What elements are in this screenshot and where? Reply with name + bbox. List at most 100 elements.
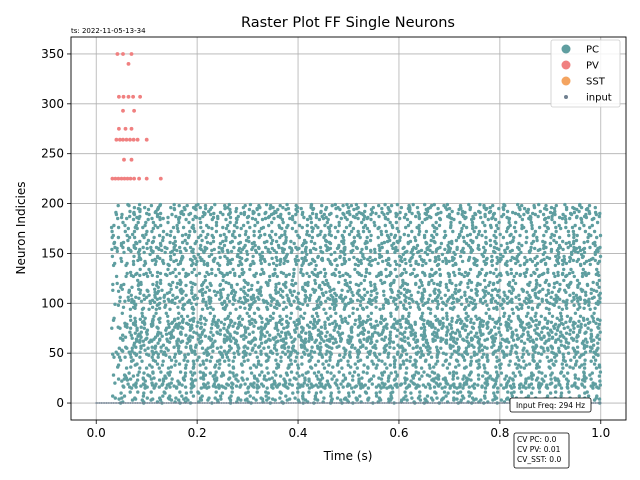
pc-spike — [353, 318, 358, 322]
pc-spike — [385, 233, 390, 238]
pc-spike — [376, 323, 380, 327]
pc-spike — [401, 278, 405, 283]
pc-spike — [192, 267, 196, 272]
pc-spike — [161, 229, 166, 234]
input-spike — [205, 402, 207, 404]
pc-spike — [161, 235, 165, 240]
pc-spike — [319, 335, 323, 339]
pc-spike — [560, 307, 564, 311]
pc-spike — [519, 390, 524, 394]
pc-spike — [492, 343, 496, 347]
pc-spike — [400, 283, 405, 288]
pc-spike — [176, 379, 180, 383]
pc-spike — [472, 353, 477, 357]
pc-spike — [534, 285, 538, 289]
pc-spike — [212, 247, 216, 252]
pc-spike — [332, 271, 336, 276]
pc-spike — [588, 225, 592, 230]
pc-spike — [502, 311, 507, 315]
pc-spike — [238, 305, 242, 309]
pc-spike — [388, 270, 393, 275]
pc-spike — [271, 397, 275, 401]
pc-spike — [329, 371, 333, 375]
pc-spike — [430, 267, 434, 272]
pc-spike — [254, 365, 259, 369]
pc-spike — [453, 261, 458, 266]
pc-spike — [180, 209, 184, 214]
pc-spike — [210, 322, 214, 326]
pc-spike — [543, 261, 548, 266]
pc-spike — [392, 362, 397, 366]
pc-spike — [392, 296, 396, 300]
pc-spike — [337, 280, 341, 285]
pc-spike — [514, 220, 518, 225]
pc-spike — [252, 318, 257, 322]
pc-spike — [223, 206, 227, 211]
pc-spike — [368, 280, 373, 285]
pc-spike — [158, 241, 163, 246]
pc-spike — [524, 314, 529, 318]
pc-spike — [549, 295, 553, 299]
pc-spike — [228, 376, 232, 380]
pc-spike — [346, 338, 350, 342]
pc-spike — [243, 232, 248, 237]
pc-spike — [317, 295, 322, 299]
pc-spike — [523, 326, 527, 330]
pc-spike — [449, 223, 453, 228]
pc-spike — [540, 297, 544, 301]
pc-spike — [521, 352, 526, 356]
pc-spike — [239, 334, 243, 338]
pc-spike — [142, 391, 146, 395]
pc-spike — [464, 241, 469, 246]
pc-spike — [253, 223, 257, 228]
pc-spike — [197, 355, 201, 359]
pc-spike — [369, 311, 374, 315]
pc-spike — [315, 344, 320, 348]
pc-spike — [300, 250, 304, 255]
pc-spike — [177, 362, 182, 366]
pc-spike — [348, 350, 352, 354]
pc-spike — [223, 203, 227, 208]
pc-spike — [292, 241, 296, 246]
pc-spike — [272, 370, 276, 374]
input-spike — [117, 402, 120, 404]
pc-spike — [398, 263, 402, 268]
pc-spike — [446, 243, 450, 248]
pc-spike — [592, 338, 596, 342]
pc-spike — [303, 281, 307, 286]
pc-spike — [228, 370, 232, 374]
pc-spike — [517, 205, 521, 210]
pc-spike — [583, 323, 587, 327]
pc-spike — [502, 314, 506, 318]
pc-spike — [175, 248, 179, 253]
pc-spike — [534, 323, 538, 327]
pc-spike — [254, 271, 258, 276]
pc-spike — [445, 325, 449, 329]
input-spike — [236, 402, 238, 404]
pc-spike — [598, 245, 602, 250]
pc-spike — [325, 349, 329, 353]
pc-spike — [441, 316, 445, 320]
pc-spike — [428, 311, 433, 315]
pc-spike — [183, 302, 187, 306]
pc-spike — [531, 239, 536, 244]
pc-spike — [434, 381, 438, 385]
pc-spike — [564, 225, 568, 230]
pc-spike — [484, 311, 488, 315]
pc-spike — [420, 352, 424, 356]
pc-spike — [150, 229, 154, 234]
pc-spike — [284, 394, 288, 398]
pc-spike — [463, 270, 468, 275]
pc-spike — [196, 202, 200, 207]
pc-spike — [470, 220, 475, 225]
pc-spike — [596, 299, 600, 303]
pc-spike — [255, 206, 259, 211]
pc-spike — [235, 373, 239, 377]
pc-spike — [333, 225, 338, 230]
pc-spike — [414, 259, 418, 264]
pc-spike — [455, 245, 459, 250]
pc-spike — [581, 316, 586, 320]
pc-spike — [343, 302, 347, 306]
pc-spike — [391, 246, 395, 251]
pc-spike — [253, 299, 257, 303]
